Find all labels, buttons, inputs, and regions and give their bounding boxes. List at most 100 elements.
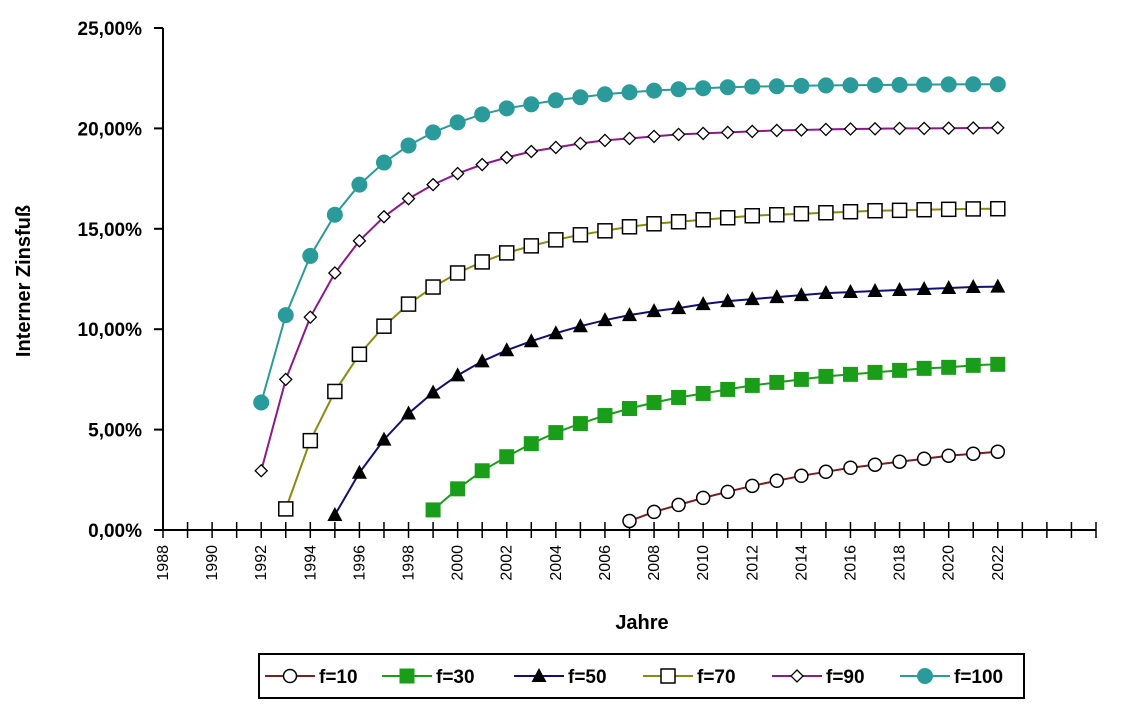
- data-point: [597, 312, 613, 327]
- data-point: [426, 177, 440, 192]
- data-point: [450, 166, 465, 181]
- data-point: [916, 201, 932, 218]
- x-tick-label: 2010: [695, 545, 712, 581]
- x-tick-label: 1988: [155, 545, 172, 581]
- x-tick-label: 1996: [351, 545, 368, 581]
- data-point: [990, 120, 1005, 135]
- data-point: [400, 137, 417, 154]
- legend-item-f=100: f=100: [900, 667, 1003, 688]
- data-point: [523, 96, 540, 113]
- series-layer: [253, 76, 1006, 529]
- data-point: [475, 157, 490, 172]
- data-point: [646, 394, 662, 410]
- y-ticks: 0,00% 5,00% 10,00% 15,00% 20,00% 25,00%: [78, 19, 163, 542]
- x-tick-label: 2004: [548, 545, 565, 581]
- data-point: [892, 454, 907, 469]
- data-point: [794, 468, 809, 484]
- series-f=10: [622, 444, 1006, 529]
- data-point: [990, 278, 1006, 293]
- data-point: [793, 77, 810, 94]
- x-ticks: 1988 1990 1992 1994 1996 1998 2000 2002 2004 2006…: [155, 522, 1097, 581]
- data-point: [377, 209, 391, 224]
- x-tick-label: 2000: [450, 545, 467, 581]
- x-tick-label: 2012: [744, 545, 761, 581]
- series-f=100: [253, 76, 1006, 411]
- data-point: [425, 279, 441, 295]
- y-tick-label: 0,00%: [88, 521, 142, 542]
- legend-item-f=30: f=30: [382, 667, 475, 688]
- data-point: [769, 374, 785, 390]
- data-point: [965, 446, 981, 461]
- data-point: [842, 284, 858, 299]
- data-point: [548, 325, 564, 340]
- data-point: [720, 125, 735, 140]
- data-point: [498, 245, 515, 261]
- legend-marker: [399, 668, 415, 684]
- data-point: [597, 408, 613, 424]
- y-tick-label: 20,00%: [78, 119, 143, 140]
- data-point: [474, 106, 491, 123]
- data-point: [425, 502, 441, 518]
- data-point: [646, 82, 663, 99]
- data-point: [892, 362, 908, 378]
- legend-label: f=100: [954, 667, 1003, 688]
- data-point: [254, 463, 269, 478]
- data-point: [941, 448, 956, 463]
- data-point: [744, 78, 761, 95]
- data-point: [671, 300, 687, 315]
- data-point: [401, 191, 416, 206]
- data-point: [523, 238, 540, 254]
- data-point: [572, 89, 589, 106]
- series-line: [284, 207, 998, 510]
- data-point: [745, 124, 760, 139]
- data-point: [425, 384, 441, 399]
- data-point: [819, 122, 833, 137]
- data-point: [843, 122, 858, 136]
- x-tick-label: 1998: [401, 545, 418, 581]
- x-tick-label: 2014: [793, 545, 810, 581]
- data-point: [498, 100, 515, 117]
- legend: f=10 f=30 f=50 f=70 f=90 f=100: [258, 653, 1025, 699]
- data-point: [917, 121, 932, 136]
- data-point: [622, 401, 637, 417]
- x-tick-label: 2006: [597, 545, 614, 581]
- data-point: [842, 77, 859, 94]
- data-point: [572, 416, 588, 432]
- data-point: [769, 289, 785, 304]
- data-point: [695, 296, 711, 311]
- data-point: [916, 281, 932, 296]
- data-point: [818, 285, 834, 300]
- data-point: [745, 478, 760, 494]
- data-point: [523, 333, 539, 348]
- data-point: [695, 212, 711, 228]
- data-point: [719, 210, 736, 226]
- x-tick-label: 2008: [646, 545, 663, 581]
- data-point: [474, 463, 490, 479]
- data-point: [646, 504, 662, 520]
- y-tick-label: 15,00%: [78, 220, 143, 241]
- data-point: [794, 123, 809, 137]
- data-point: [327, 506, 343, 521]
- legend-item-f=10: f=10: [265, 667, 358, 688]
- data-point: [524, 144, 539, 159]
- data-point: [572, 227, 589, 243]
- data-point: [597, 223, 613, 239]
- data-point: [842, 366, 858, 382]
- data-point: [278, 372, 293, 387]
- data-point: [449, 265, 466, 281]
- data-point: [965, 201, 981, 217]
- data-point: [769, 206, 785, 223]
- data-point: [793, 205, 810, 222]
- data-point: [303, 310, 318, 325]
- data-point: [351, 346, 368, 363]
- data-point: [425, 124, 442, 141]
- data-point: [744, 377, 760, 393]
- data-point: [720, 381, 736, 397]
- y-tick-label: 5,00%: [88, 421, 142, 442]
- data-point: [474, 254, 490, 270]
- legend-label: f=70: [697, 667, 736, 688]
- data-point: [769, 473, 785, 489]
- data-point: [278, 501, 294, 517]
- data-point: [941, 280, 957, 295]
